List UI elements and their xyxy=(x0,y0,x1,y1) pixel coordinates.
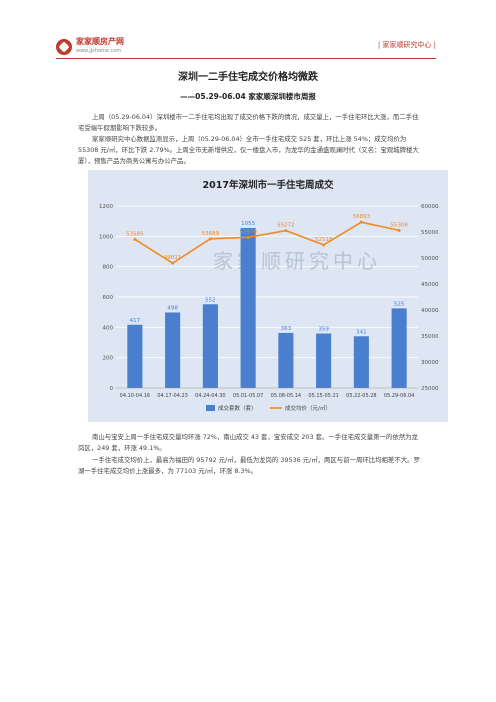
bar-data-label: 1055 xyxy=(241,221,255,227)
price-point xyxy=(133,237,137,241)
price-data-label: 53585 xyxy=(126,231,144,237)
bar-data-label: 552 xyxy=(205,297,216,303)
logo-text: 家家顺房产网 xyxy=(76,37,124,46)
x-tick-label: 05.15-05.21 xyxy=(308,393,338,399)
bar-data-label: 498 xyxy=(167,305,178,311)
paragraph-2: 家家顺研究中心数据监测显示，上周（05.29-06.04）全市一手住宅成交 52… xyxy=(78,135,419,165)
header-divider xyxy=(56,58,436,59)
y-right-tick-label: 50000 xyxy=(421,256,439,262)
y-left-tick-label: 800 xyxy=(103,265,114,271)
y-right-tick-label: 40000 xyxy=(421,308,439,314)
bar-data-label: 525 xyxy=(394,301,405,307)
bar-data-label: 417 xyxy=(130,318,141,324)
x-tick-label: 04.24-04.30 xyxy=(195,393,225,399)
price-data-label: 53970 xyxy=(239,229,257,235)
y-left-tick-label: 200 xyxy=(103,356,114,362)
price-point xyxy=(359,220,363,224)
y-right-tick-label: 60000 xyxy=(421,204,439,210)
chart-watermark: 家家顺研究中心 xyxy=(213,249,381,273)
logo-url: www.jjshome.com xyxy=(76,48,122,54)
y-right-tick-label: 35000 xyxy=(421,334,439,340)
page-header: 家家顺房产网 www.jjshome.com | 家家顺研究中心 | xyxy=(56,37,436,57)
y-left-tick-label: 600 xyxy=(103,295,114,301)
weekly-sales-chart: 2017年深圳市一手住宅周成交 0 200 400 600 800 1000 1200 2500… xyxy=(88,170,448,422)
x-tick-label: 05.29-06.04 xyxy=(384,393,414,399)
price-point xyxy=(208,237,212,241)
bar xyxy=(316,333,332,388)
chart-background xyxy=(88,170,448,422)
price-data-label: 56893 xyxy=(353,214,371,220)
paragraph-4: 一手住宅成交均价上，最高为福田的 95792 元/㎡，最低为龙岗的 39536 … xyxy=(78,456,420,475)
y-right-tick-label: 45000 xyxy=(421,282,439,288)
x-tick-label: 05.01-05.07 xyxy=(233,393,263,399)
y-right-tick-label: 55000 xyxy=(421,230,439,236)
y-right-tick-label: 30000 xyxy=(421,360,439,366)
price-point xyxy=(171,261,175,265)
bar xyxy=(240,227,256,388)
header-right-label: | 家家顺研究中心 | xyxy=(377,41,436,49)
legend-label-line: 成交均价（元/㎡） xyxy=(285,404,331,412)
price-point xyxy=(322,243,326,247)
y-left-tick-label: 1000 xyxy=(99,234,113,240)
bar xyxy=(165,312,181,388)
bar xyxy=(278,332,294,388)
x-tick-label: 04.17-04.23 xyxy=(157,393,187,399)
bar xyxy=(202,304,218,388)
bar xyxy=(353,336,369,388)
price-data-label: 55272 xyxy=(277,223,295,229)
page-subtitle: ——05.29-06.04 家家顺深圳楼市周报 xyxy=(180,92,316,101)
logo-icon xyxy=(56,39,72,55)
paragraph-1: 上周（05.29-06.04）深圳楼市一二手住宅均出现了成交价格下跌的情况，成交… xyxy=(78,113,419,132)
bar xyxy=(391,308,407,388)
y-left-tick-label: 400 xyxy=(103,325,114,331)
price-point xyxy=(284,229,288,233)
price-data-label: 52518 xyxy=(315,237,333,243)
bar-data-label: 363 xyxy=(281,326,292,332)
x-tick-label: 04.10-04.16 xyxy=(120,393,150,399)
legend-swatch-bars xyxy=(206,405,215,411)
price-point xyxy=(246,235,250,239)
y-right-tick-label: 25000 xyxy=(421,386,439,392)
price-data-label: 55308 xyxy=(390,222,408,228)
bar xyxy=(127,324,143,388)
page-title: 深圳一二手住宅成交价格均微跌 xyxy=(178,72,318,83)
x-tick-label: 05.22-05.28 xyxy=(346,393,376,399)
y-left-tick-label: 1200 xyxy=(99,204,113,210)
paragraph-3: 南山与宝安上周一手住宅成交量均环涨 72%，南山成交 43 套，宝安成交 203… xyxy=(78,433,418,452)
chart-title: 2017年深圳市一手住宅周成交 xyxy=(203,179,334,191)
legend-label-bars: 成交套数（套） xyxy=(218,404,257,412)
price-point xyxy=(397,228,401,232)
bar-data-label: 359 xyxy=(318,327,329,333)
price-data-label: 53689 xyxy=(202,231,220,237)
x-tick-label: 05.08-05.14 xyxy=(271,393,301,399)
y-left-tick-label: 0 xyxy=(110,386,114,392)
price-line xyxy=(134,221,400,265)
bar-data-label: 341 xyxy=(356,329,367,335)
price-data-label: 49011 xyxy=(164,255,182,261)
